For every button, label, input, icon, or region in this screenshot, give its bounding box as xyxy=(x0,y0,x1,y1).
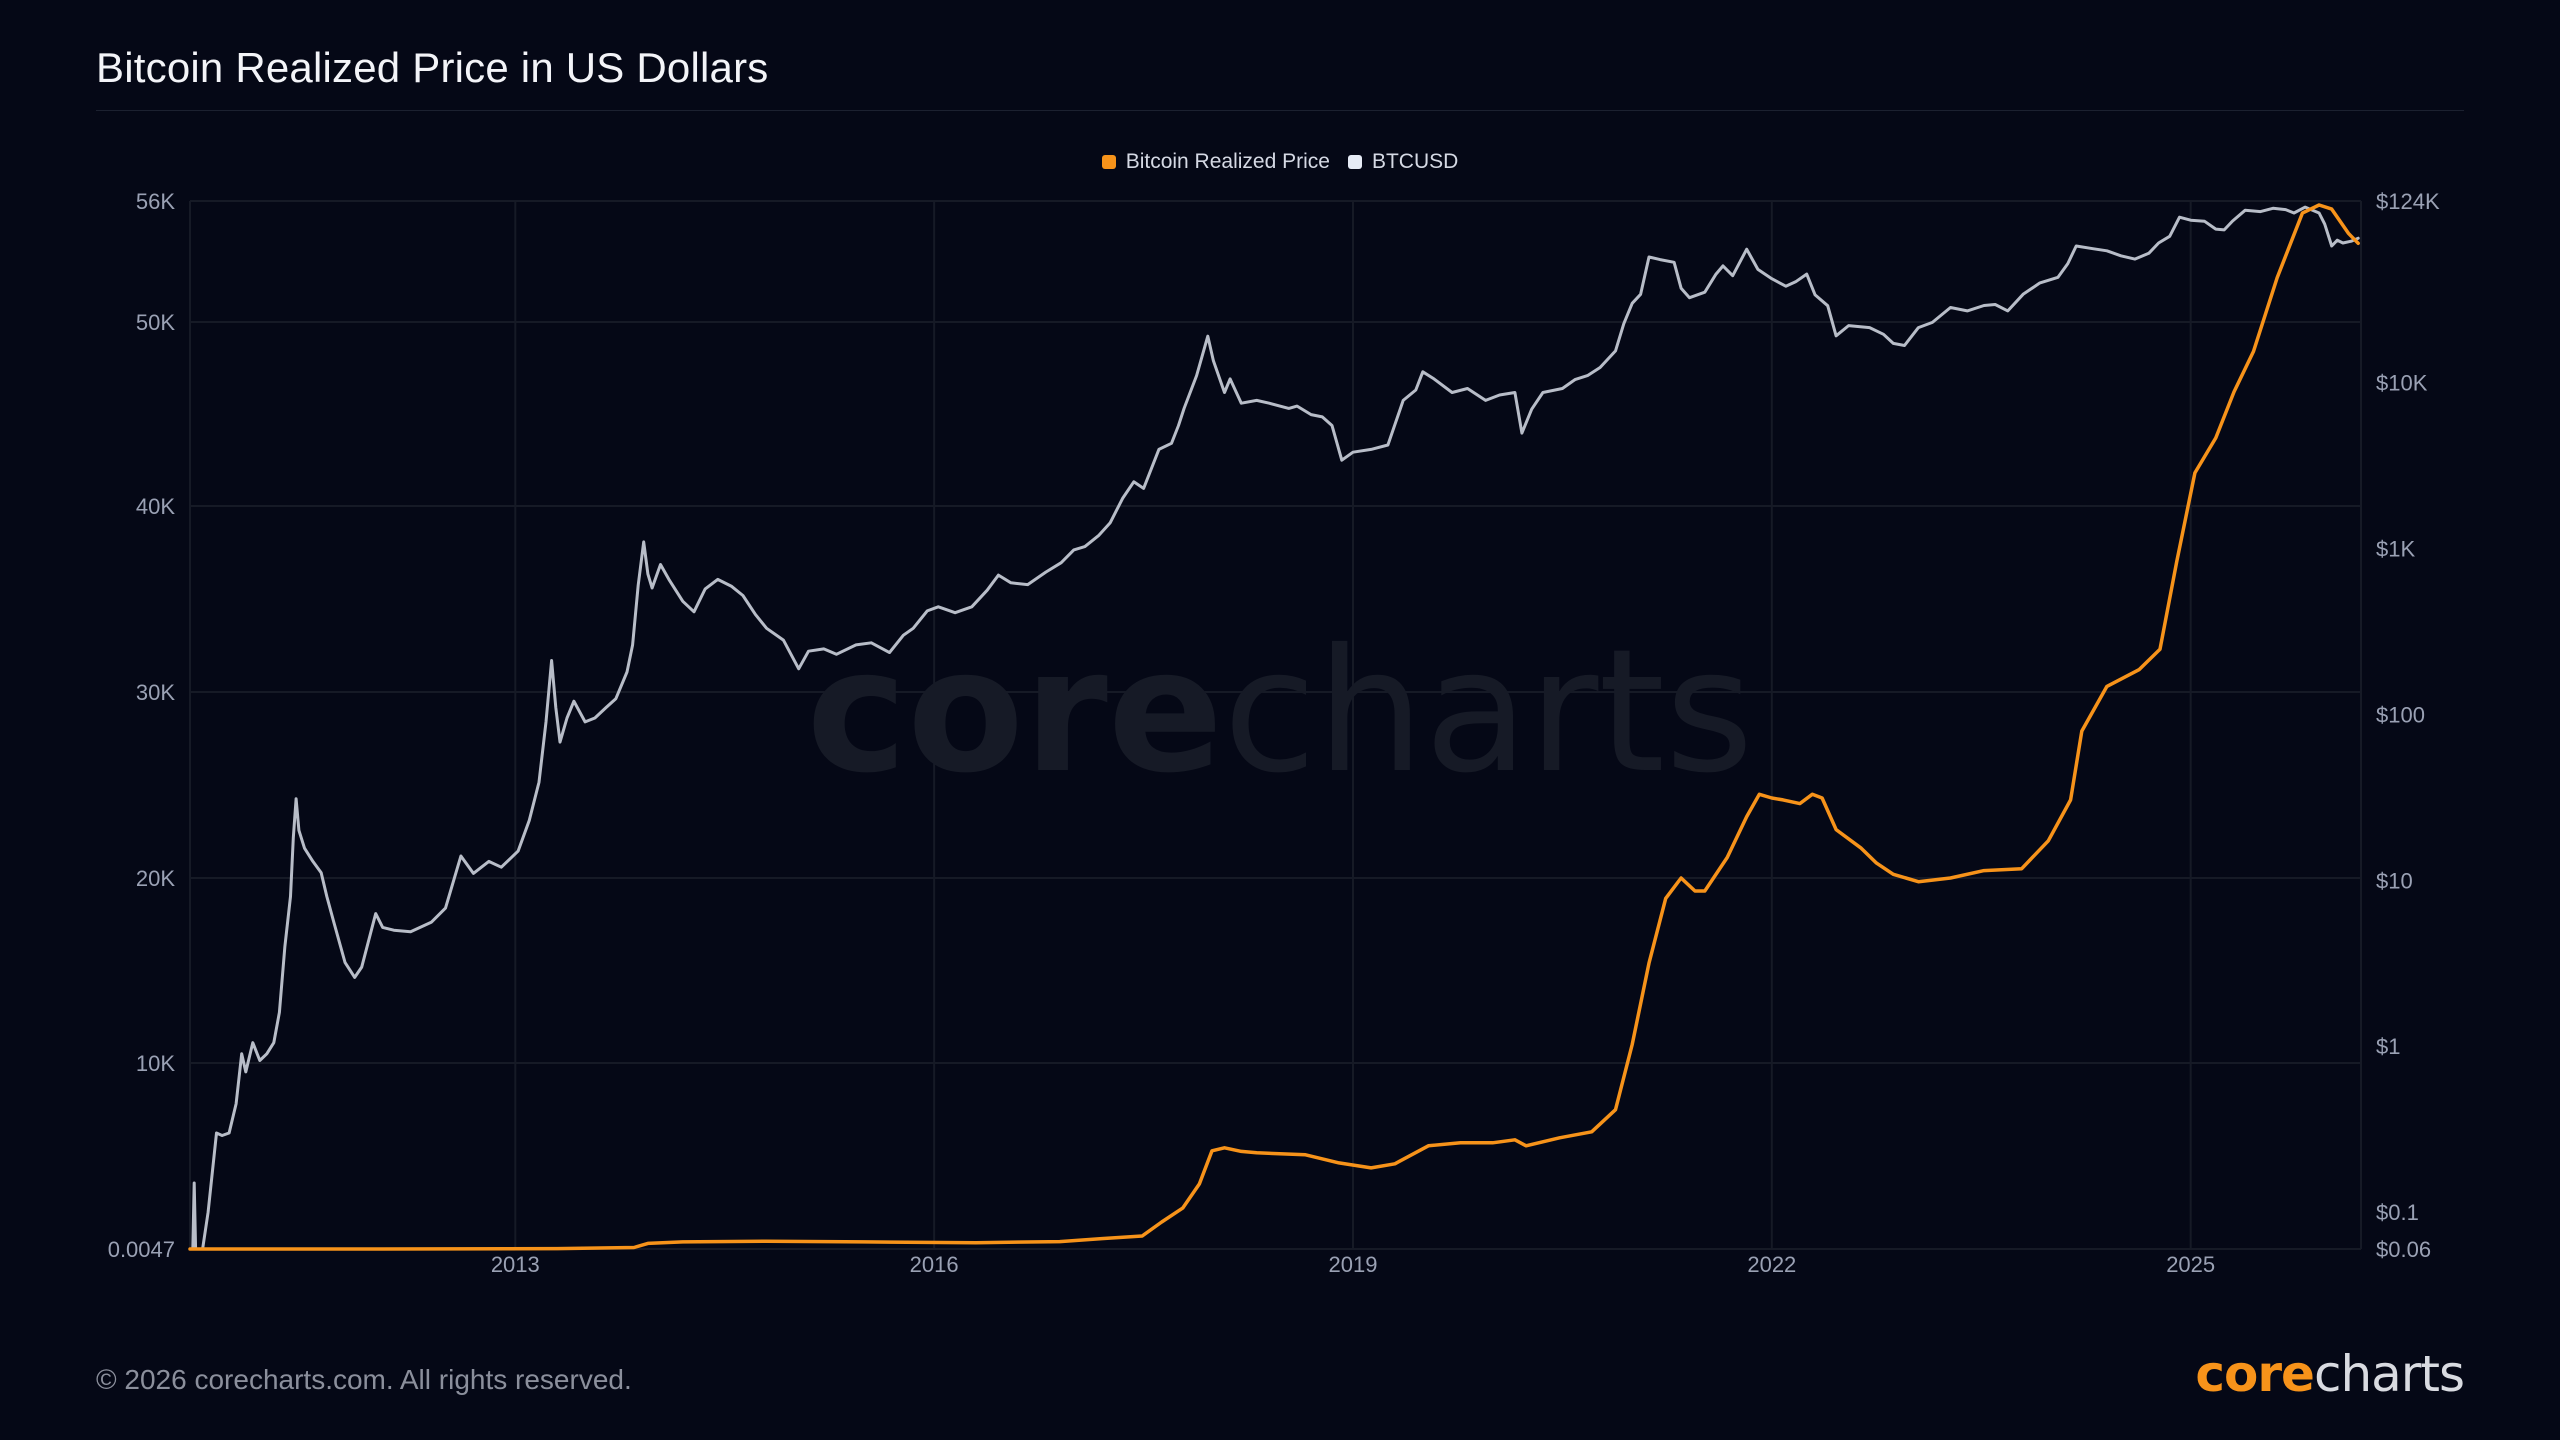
right-tick-label: $1 xyxy=(2376,1034,2400,1059)
left-tick-label: 50K xyxy=(136,310,175,335)
right-tick-label: $0.06 xyxy=(2376,1237,2431,1262)
legend-item-realized-price[interactable]: Bitcoin Realized Price xyxy=(1101,150,1330,174)
chart-legend: Bitcoin Realized Price BTCUSD xyxy=(0,150,2560,174)
x-axis: 2013 2016 2019 2022 2025 xyxy=(491,1252,2215,1277)
right-tick-label: $10 xyxy=(2376,868,2413,893)
left-tick-label: 0.0047 xyxy=(108,1237,175,1262)
right-tick-label: $1K xyxy=(2376,536,2415,561)
btcusd-line[interactable] xyxy=(188,205,2360,1251)
page-title: Bitcoin Realized Price in US Dollars xyxy=(96,44,769,91)
title-divider xyxy=(96,110,2464,111)
watermark: corecharts xyxy=(806,613,1753,811)
realized-price-line[interactable] xyxy=(188,203,2360,1251)
left-axis: 0.0047 10K 20K 30K 40K 50K 56K xyxy=(108,189,176,1262)
brand-charts: charts xyxy=(2313,1345,2465,1403)
series-group xyxy=(188,203,2360,1251)
legend-label-btcusd: BTCUSD xyxy=(1371,150,1459,173)
left-tick-label: 10K xyxy=(136,1051,175,1076)
left-tick-label: 40K xyxy=(136,494,175,519)
left-tick-label: 56K xyxy=(136,189,175,214)
right-tick-label: $10K xyxy=(2376,370,2428,395)
copyright-footer: © 2026 corecharts.com. All rights reserv… xyxy=(96,1364,632,1395)
x-tick-label: 2025 xyxy=(2166,1252,2215,1277)
right-tick-label: $0.1 xyxy=(2376,1200,2419,1225)
right-tick-label: $124K xyxy=(2376,189,2440,214)
left-tick-label: 30K xyxy=(136,680,175,705)
realized-price-swatch xyxy=(1101,155,1116,169)
right-tick-label: $100 xyxy=(2376,702,2425,727)
brand-core: core xyxy=(2195,1345,2315,1403)
watermark-charts: charts xyxy=(1223,613,1754,811)
svg-text:corecharts: corecharts xyxy=(806,613,1753,811)
x-tick-label: 2022 xyxy=(1747,1252,1796,1277)
brand-logo[interactable]: corecharts xyxy=(2195,1345,2465,1403)
x-tick-label: 2016 xyxy=(910,1252,959,1277)
x-tick-label: 2019 xyxy=(1329,1252,1378,1277)
legend-item-btcusd[interactable]: BTCUSD xyxy=(1347,150,1459,174)
legend-label-realized-price: Bitcoin Realized Price xyxy=(1125,150,1330,173)
right-axis: $0.06 $0.1 $1 $10 $100 $1K $10K $124K xyxy=(2376,189,2440,1262)
x-tick-label: 2013 xyxy=(491,1252,540,1277)
btcusd-swatch xyxy=(1347,155,1362,169)
left-tick-label: 20K xyxy=(136,866,175,891)
